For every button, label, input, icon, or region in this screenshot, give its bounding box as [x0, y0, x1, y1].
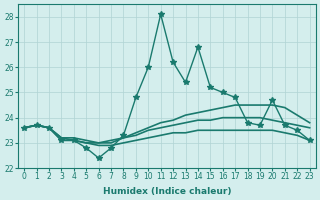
X-axis label: Humidex (Indice chaleur): Humidex (Indice chaleur) — [103, 187, 231, 196]
